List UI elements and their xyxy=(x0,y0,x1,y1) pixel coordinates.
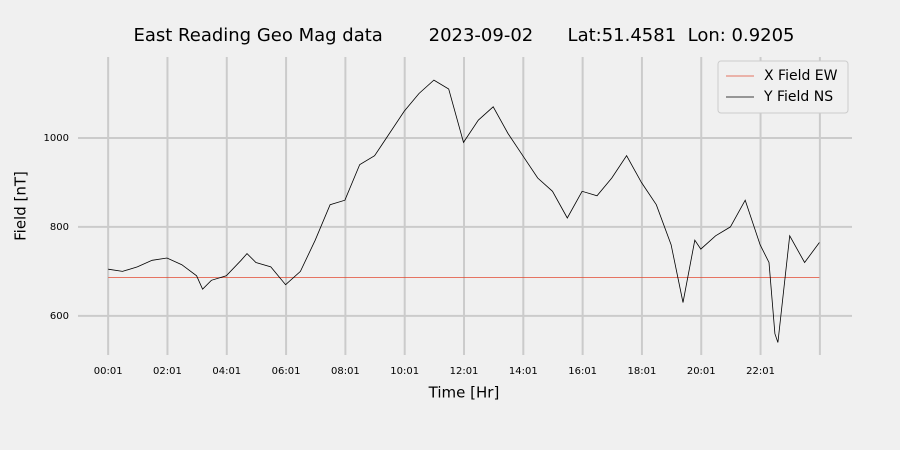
x-tick-label: 06:01 xyxy=(272,366,301,377)
x-tick-label: 18:01 xyxy=(628,366,657,377)
legend: X Field EW Y Field NS xyxy=(717,60,849,114)
y-tick-label: 800 xyxy=(50,222,69,233)
x-tick-label: 14:01 xyxy=(509,366,538,377)
x-tick-label: 08:01 xyxy=(331,366,360,377)
x-tick-label: 12:01 xyxy=(450,366,479,377)
legend-label: Y Field NS xyxy=(763,89,833,105)
legend-label: X Field EW xyxy=(764,68,838,84)
x-tick-label: 02:01 xyxy=(153,366,182,377)
x-axis-label: Time [Hr] xyxy=(428,384,500,402)
data-line xyxy=(108,79,820,343)
x-tick-label: 22:01 xyxy=(746,366,775,377)
legend-frame xyxy=(717,60,849,114)
x-tick-label: 10:01 xyxy=(390,366,419,377)
x-tick-label: 16:01 xyxy=(568,366,597,377)
x-tick-label: 20:01 xyxy=(687,366,716,377)
y-tick-label: 1000 xyxy=(44,133,69,144)
y-axis-label: Field [nT] xyxy=(12,171,30,241)
chart-title: East Reading Geo Mag data 2023-09-02 Lat… xyxy=(133,25,794,46)
x-tick-label: 00:01 xyxy=(94,366,123,377)
x-tick-label: 04:01 xyxy=(212,366,241,377)
y-tick-label: 600 xyxy=(50,311,69,322)
